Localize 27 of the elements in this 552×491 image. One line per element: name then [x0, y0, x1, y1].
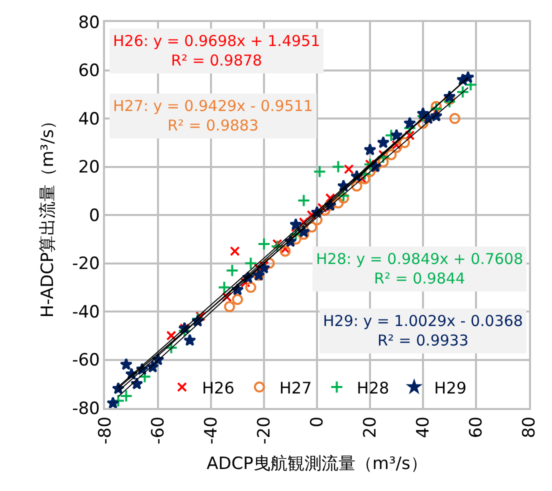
- x-tick-label: 60: [466, 416, 487, 438]
- y-tick-label: -40: [72, 302, 100, 322]
- annotation: H29: y = 1.0029x - 0.0368 R² = 0.9933: [323, 312, 523, 350]
- legend-label: H28: [356, 378, 390, 398]
- annotation: H28: y = 0.9849x + 0.7608 R² = 0.9844: [316, 250, 524, 288]
- x-tick-label: -20: [254, 416, 275, 444]
- legend-label: H29: [434, 378, 467, 398]
- y-tick-label: 80: [78, 12, 100, 33]
- y-tick-label: -80: [72, 398, 100, 419]
- x-tick-label: -60: [148, 416, 169, 444]
- annotation: H27: y = 0.9429x - 0.9511 R² = 0.9883: [113, 97, 313, 134]
- x-tick-label: -40: [202, 416, 222, 444]
- x-axis-title: ADCP曳航観測流量（m³/s）: [206, 454, 428, 474]
- x-tick-label: 20: [360, 416, 381, 438]
- x-tick-label: 40: [414, 416, 434, 438]
- x-tick-label: 80: [520, 416, 540, 438]
- legend-label: H27: [279, 378, 312, 398]
- y-tick-label: -20: [72, 254, 100, 274]
- y-tick-label: 60: [78, 61, 100, 82]
- y-tick-label: -60: [72, 350, 100, 371]
- y-axis-title: H-ADCP算出流量（m³/s）: [38, 112, 58, 318]
- y-tick-label: 40: [78, 109, 100, 130]
- y-tick-label: 0: [89, 206, 100, 226]
- x-tick-label: 0: [308, 416, 328, 428]
- y-tick-label: 20: [78, 158, 100, 178]
- legend-label: H26: [202, 378, 234, 398]
- annotation: H26: y = 0.9698x + 1.4951 R² = 0.9878: [113, 32, 320, 70]
